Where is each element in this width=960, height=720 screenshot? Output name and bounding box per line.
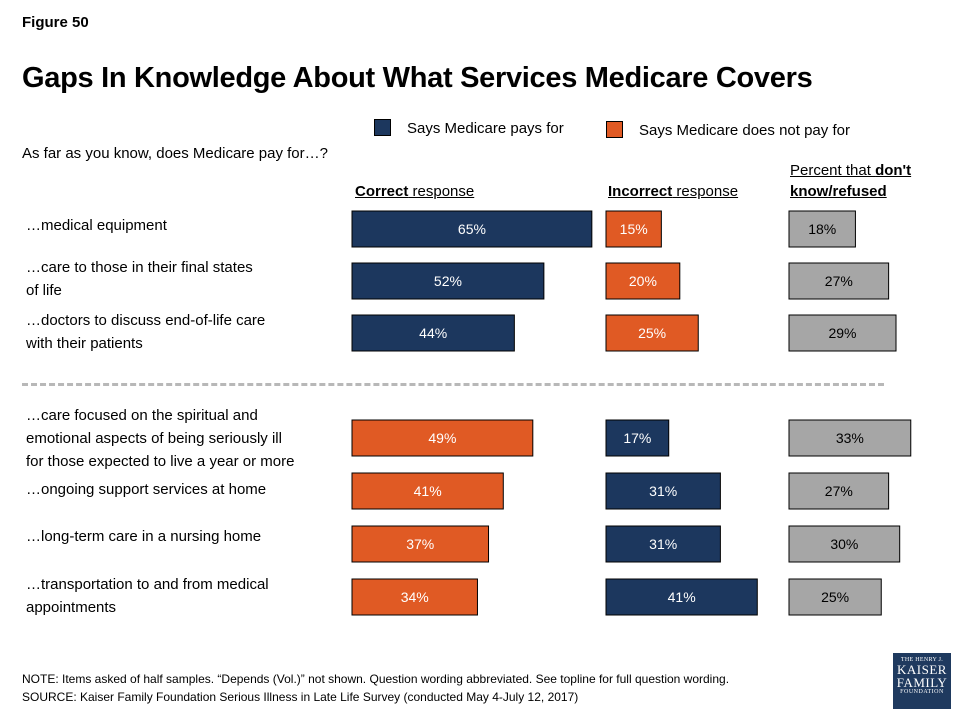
data-label-series1-row3: 17%	[623, 430, 651, 446]
row-label-line: emotional aspects of being seriously ill	[26, 430, 282, 447]
data-label-series1-row1: 20%	[629, 273, 657, 289]
row-label: …ongoing support services at home	[26, 478, 346, 501]
row-label-line: …ongoing support services at home	[26, 481, 267, 498]
logo-line4: FOUNDATION	[900, 689, 944, 695]
legend-swatch-not-pays	[606, 121, 623, 138]
legend-item-not-pays: Says Medicare does not pay for	[606, 121, 850, 139]
row-label-line: of life	[26, 282, 62, 299]
column-header-dontknow-bold1: don't	[875, 162, 912, 179]
bar-series2-row1	[788, 262, 890, 300]
note-text: NOTE: Items asked of half samples. “Depe…	[22, 672, 730, 686]
data-label-series0-row0: 65%	[458, 221, 486, 237]
row-label-line: …care to those in their final states	[26, 259, 253, 276]
row-label: …care to those in their final states of l…	[26, 256, 346, 302]
column-header-dontknow-bold2: know/refused	[790, 183, 887, 200]
data-label-series2-row6: 25%	[821, 589, 849, 605]
legend-label-pays: Says Medicare pays for	[407, 120, 564, 137]
row-label: …transportation to and from medical appoi…	[26, 573, 346, 619]
bar-series1-row2	[605, 314, 699, 352]
bar-series1-row4	[605, 472, 721, 510]
column-header-correct-bold: Correct	[355, 183, 409, 200]
legend-swatch-pays	[374, 119, 391, 136]
column-header-incorrect-rest: response	[672, 183, 739, 200]
bar-series0-row6	[351, 578, 478, 616]
bar-series2-row6	[788, 578, 882, 616]
bar-series0-row4	[351, 472, 504, 510]
column-header-correct: Correct response	[355, 183, 474, 200]
bar-series0-row1	[351, 262, 545, 300]
row-label: …long-term care in a nursing home	[26, 525, 346, 548]
data-label-series2-row2: 29%	[828, 325, 856, 341]
figure-label: Figure 50	[22, 14, 89, 31]
data-label-series2-row5: 30%	[830, 536, 858, 552]
question-text: As far as you know, does Medicare pay fo…	[22, 145, 328, 162]
logo-line1: THE HENRY J.	[900, 657, 944, 663]
bar-series2-row5	[788, 525, 901, 563]
data-label-series2-row4: 27%	[825, 483, 853, 499]
data-label-series0-row3: 49%	[428, 430, 456, 446]
row-label-line: …medical equipment	[26, 217, 167, 234]
data-label-series0-row5: 37%	[406, 536, 434, 552]
data-label-series1-row5: 31%	[649, 536, 677, 552]
logo-line3: FAMILY	[896, 675, 948, 690]
row-label-line: …doctors to discuss end-of-life care	[26, 312, 266, 329]
data-label-series1-row6: 41%	[668, 589, 696, 605]
data-label-series1-row2: 25%	[638, 325, 666, 341]
chart-title: Gaps In Knowledge About What Services Me…	[22, 62, 813, 94]
row-label-line: with their patients	[26, 335, 143, 352]
column-header-dontknow: Percent that don't know/refused	[790, 160, 911, 202]
bar-series2-row3	[788, 419, 912, 457]
bar-series0-row2	[351, 314, 515, 352]
bar-series2-row2	[788, 314, 897, 352]
footnotes: NOTE: Items asked of half samples. “Depe…	[22, 670, 729, 706]
column-header-correct-rest: response	[408, 183, 475, 200]
column-header-dontknow-line2: know/refused	[790, 181, 911, 202]
source-text: SOURCE: Kaiser Family Foundation Serious…	[22, 690, 579, 704]
data-label-series0-row1: 52%	[434, 273, 462, 289]
data-label-series1-row0: 15%	[620, 221, 648, 237]
data-label-series2-row0: 18%	[808, 221, 836, 237]
data-label-series2-row1: 27%	[825, 273, 853, 289]
bar-series1-row6	[605, 578, 758, 616]
row-label-line: …care focused on the spiritual and	[26, 407, 258, 424]
data-label-series2-row3: 33%	[836, 430, 864, 446]
data-label-series0-row6: 34%	[401, 589, 429, 605]
data-label-series0-row2: 44%	[419, 325, 447, 341]
bar-series0-row3	[351, 419, 534, 457]
bar-series0-row0	[351, 210, 593, 248]
row-label-line: …transportation to and from medical	[26, 576, 269, 593]
legend-label-not-pays: Says Medicare does not pay for	[639, 122, 850, 139]
column-header-incorrect: Incorrect response	[608, 183, 738, 200]
column-header-dontknow-line1: Percent that don't	[790, 160, 911, 181]
row-label-line: for those expected to live a year or mor…	[26, 453, 295, 470]
row-label: …care focused on the spiritual and emotio…	[26, 404, 346, 473]
legend-item-pays: Says Medicare pays for	[374, 119, 564, 137]
bar-series2-row0	[788, 210, 856, 248]
bar-series2-row4	[788, 472, 890, 510]
row-label: …medical equipment	[26, 214, 346, 237]
row-label-line: appointments	[26, 599, 117, 616]
row-label-line: …long-term care in a nursing home	[26, 528, 262, 545]
data-label-series0-row4: 41%	[414, 483, 442, 499]
bar-series1-row0	[605, 210, 662, 248]
kff-logo: THE HENRY J. KAISER FAMILY FOUNDATION	[893, 653, 951, 709]
section-divider	[22, 383, 884, 386]
column-header-dontknow-plain: Percent that	[790, 162, 876, 179]
bar-series1-row5	[605, 525, 721, 563]
data-label-series1-row4: 31%	[649, 483, 677, 499]
column-header-incorrect-bold: Incorrect	[608, 183, 673, 200]
logo-line2: KAISER	[897, 662, 947, 677]
bar-series1-row1	[605, 262, 681, 300]
row-label: …doctors to discuss end-of-life care with…	[26, 309, 346, 355]
bar-series0-row5	[351, 525, 490, 563]
bar-series1-row3	[605, 419, 670, 457]
